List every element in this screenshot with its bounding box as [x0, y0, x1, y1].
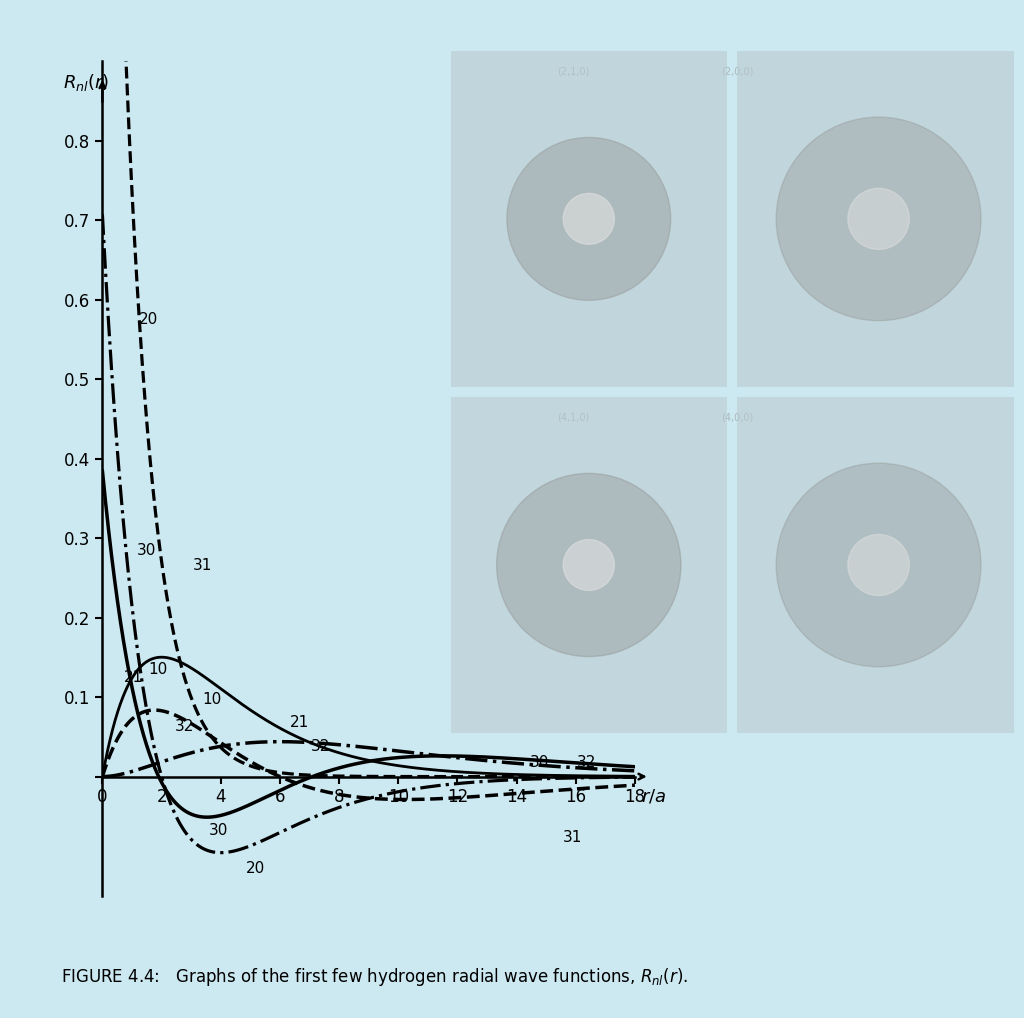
Text: FIGURE 4.4:   Graphs of the first few hydrogen radial wave functions, $R_{nl}(r): FIGURE 4.4: Graphs of the first few hydr… — [61, 966, 688, 988]
Text: 21: 21 — [290, 715, 309, 730]
Text: 30: 30 — [209, 824, 228, 838]
Text: 30: 30 — [137, 543, 157, 558]
Text: 31: 31 — [193, 559, 212, 573]
Text: 30: 30 — [529, 754, 549, 770]
Text: 21: 21 — [124, 670, 143, 685]
Text: 10: 10 — [203, 692, 221, 706]
Text: $r/a$: $r/a$ — [641, 788, 666, 805]
Text: 32: 32 — [311, 739, 331, 754]
Text: 32: 32 — [175, 719, 195, 734]
Text: 31: 31 — [562, 831, 582, 845]
Text: (4,1,0): (4,1,0) — [557, 412, 590, 422]
Text: 20: 20 — [138, 312, 158, 327]
Text: 32: 32 — [578, 754, 597, 770]
Text: (4,0,0): (4,0,0) — [721, 412, 754, 422]
Text: 20: 20 — [246, 860, 265, 875]
Text: (2,0,0): (2,0,0) — [721, 66, 754, 76]
Text: 10: 10 — [148, 662, 168, 677]
Text: $R_{nl}(r)$: $R_{nl}(r)$ — [62, 72, 110, 93]
Text: (2,1,0): (2,1,0) — [557, 66, 590, 76]
